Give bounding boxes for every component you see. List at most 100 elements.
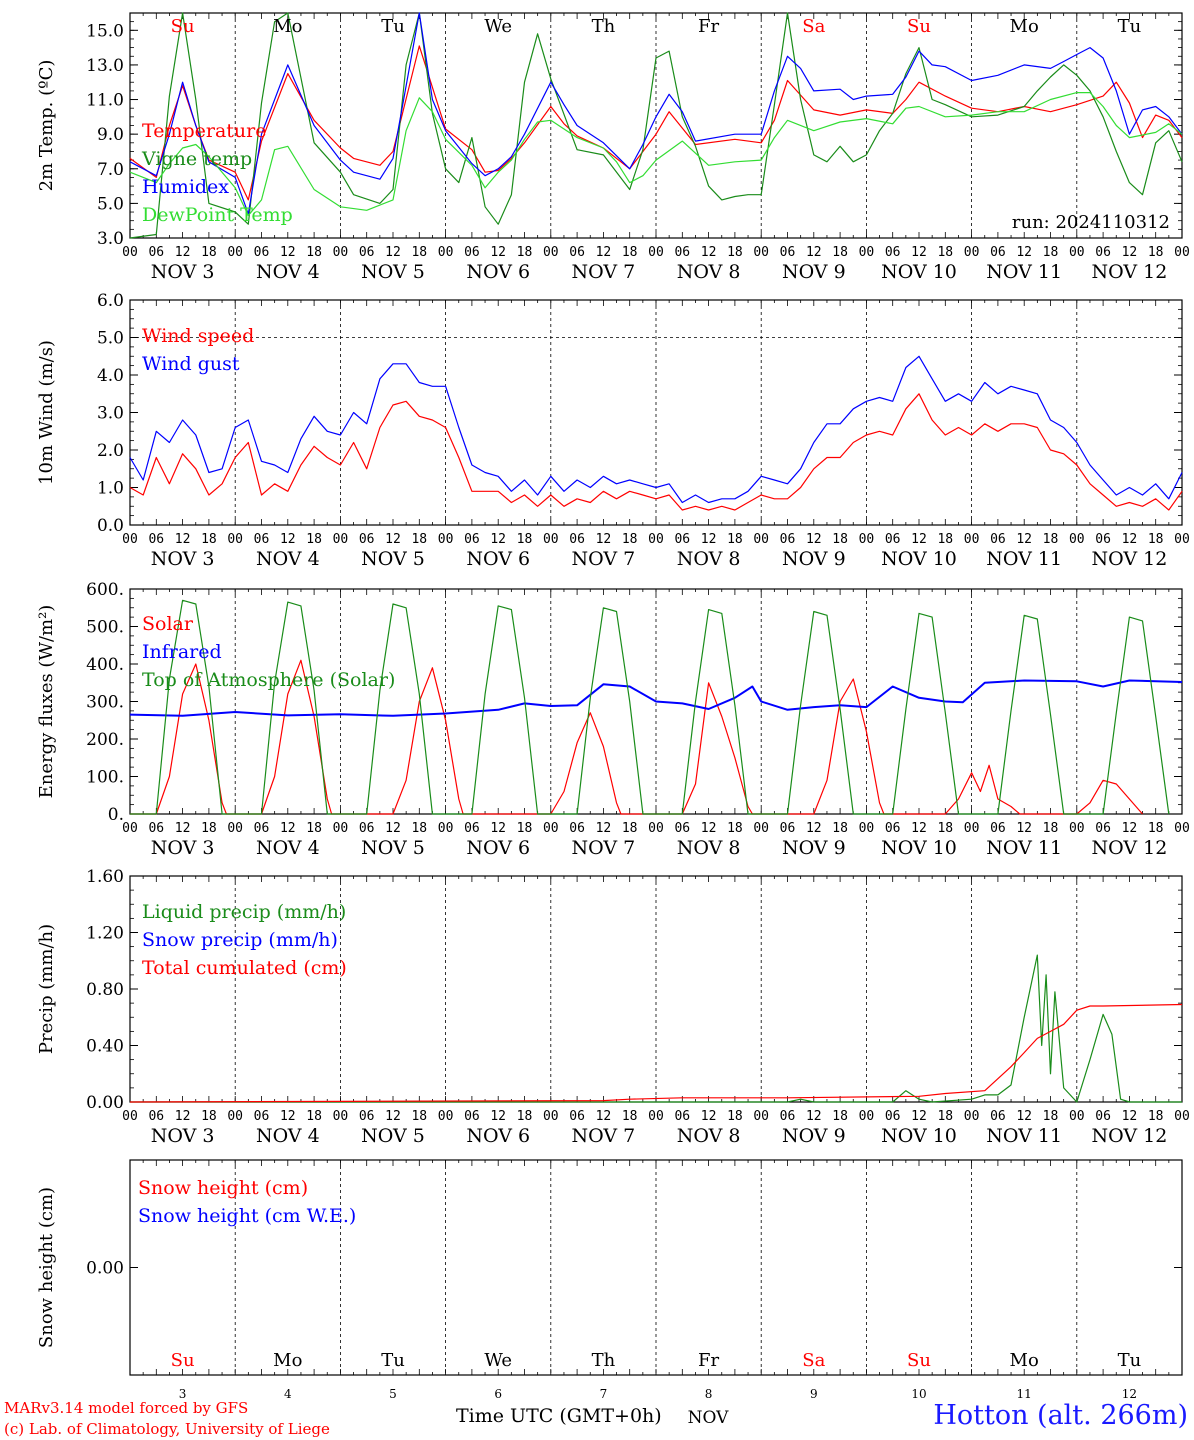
day-of-week-label: Th (592, 16, 616, 37)
hour-tick-label: 06 (990, 245, 1006, 260)
date-label: NOV 11 (986, 1125, 1062, 1147)
y-axis-label: Energy fluxes (W/m²) (36, 605, 57, 799)
date-label: NOV 6 (466, 261, 530, 283)
hour-tick-label: 18 (1148, 821, 1164, 836)
hour-tick-label: 00 (648, 532, 664, 547)
y-tick-label: 0.80 (86, 980, 124, 1000)
hour-tick-label: 12 (385, 1109, 401, 1124)
hour-tick-label: 06 (148, 532, 164, 547)
hour-tick-label: 12 (911, 245, 927, 260)
hour-tick-label: 06 (885, 245, 901, 260)
hour-tick-label: 00 (1174, 1109, 1190, 1124)
hour-tick-label: 06 (359, 245, 375, 260)
y-tick-label: 200. (86, 730, 124, 750)
hour-tick-label: 00 (122, 1109, 138, 1124)
hour-tick-label: 06 (990, 1109, 1006, 1124)
hour-tick-label: 18 (937, 532, 953, 547)
hour-tick-label: 12 (701, 1109, 717, 1124)
series-line (129, 12, 1183, 215)
day-of-week-label: Su (171, 1350, 195, 1371)
y-tick-label: 11.0 (86, 91, 124, 111)
hour-tick-label: 18 (201, 1109, 217, 1124)
hour-tick-label: 06 (148, 821, 164, 836)
hour-tick-label: 06 (254, 1109, 270, 1124)
hour-tick-label: 18 (832, 821, 848, 836)
hour-tick-label: 00 (122, 245, 138, 260)
hour-tick-label: 12 (175, 532, 191, 547)
hour-tick-label: 18 (622, 821, 638, 836)
y-tick-label: 6.0 (97, 291, 124, 311)
date-label: NOV 6 (466, 548, 530, 570)
hour-tick-label: 12 (1122, 245, 1138, 260)
hour-tick-label: 00 (859, 821, 875, 836)
hour-tick-label: 00 (543, 532, 559, 547)
hour-tick-label: 18 (832, 245, 848, 260)
hour-tick-label: 00 (753, 1109, 769, 1124)
date-label: NOV 12 (1091, 261, 1167, 283)
day-of-month-label: 3 (179, 1387, 187, 1401)
y-tick-label: 13.0 (86, 56, 124, 76)
hour-tick-label: 06 (990, 532, 1006, 547)
y-tick-label: 600. (86, 580, 124, 600)
hour-tick-label: 06 (674, 532, 690, 547)
day-of-week-label: Fr (698, 1350, 719, 1371)
y-tick-label: 5.0 (97, 329, 124, 349)
hour-tick-label: 18 (622, 245, 638, 260)
hour-tick-label: 18 (411, 532, 427, 547)
legend-entry: Liquid precip (mm/h) (142, 901, 346, 923)
day-of-month-label: 4 (284, 1387, 292, 1401)
hour-tick-label: 00 (227, 1109, 243, 1124)
hour-tick-label: 06 (464, 821, 480, 836)
hour-tick-label: 00 (438, 821, 454, 836)
day-of-month-label: 9 (810, 1387, 818, 1401)
date-label: NOV 12 (1091, 837, 1167, 859)
date-label: NOV 6 (466, 837, 530, 859)
hour-tick-label: 00 (859, 1109, 875, 1124)
hour-tick-label: 06 (1095, 821, 1111, 836)
day-of-week-label: Tu (1118, 16, 1142, 37)
date-label: NOV 10 (881, 1125, 957, 1147)
date-label: NOV 10 (881, 837, 957, 859)
y-tick-label: 1.60 (86, 867, 124, 887)
hour-tick-label: 00 (227, 532, 243, 547)
hour-tick-label: 00 (1069, 1109, 1085, 1124)
y-tick-label: 0. (108, 805, 124, 825)
hour-tick-label: 00 (964, 1109, 980, 1124)
hour-tick-label: 12 (701, 532, 717, 547)
hour-tick-label: 06 (569, 821, 585, 836)
legend-entry: Snow precip (mm/h) (142, 929, 338, 951)
hour-tick-label: 06 (464, 245, 480, 260)
hour-tick-label: 12 (280, 1109, 296, 1124)
hour-tick-label: 06 (780, 532, 796, 547)
hour-tick-label: 00 (1174, 245, 1190, 260)
series-line (129, 12, 1183, 239)
hour-tick-label: 06 (569, 532, 585, 547)
hour-tick-label: 00 (438, 245, 454, 260)
legend-entry: Vigne temp (141, 148, 252, 170)
y-tick-label: 3.0 (97, 404, 124, 424)
date-label: NOV 3 (151, 1125, 215, 1147)
hour-tick-label: 00 (648, 821, 664, 836)
hour-tick-label: 18 (1148, 245, 1164, 260)
y-tick-label: 100. (86, 768, 124, 788)
hour-tick-label: 06 (674, 821, 690, 836)
hour-tick-label: 06 (1095, 1109, 1111, 1124)
lab-credit: (c) Lab. of Climatology, University of L… (4, 1420, 330, 1438)
hour-tick-label: 12 (490, 821, 506, 836)
date-label: NOV 5 (361, 837, 425, 859)
hour-tick-label: 12 (1016, 532, 1032, 547)
hour-tick-label: 12 (806, 1109, 822, 1124)
hour-tick-label: 18 (517, 245, 533, 260)
hour-tick-label: 18 (727, 532, 743, 547)
series-line (129, 92, 1183, 217)
hour-tick-label: 06 (885, 532, 901, 547)
hour-tick-label: 00 (1069, 245, 1085, 260)
legend-entry: Wind gust (142, 353, 240, 375)
hour-tick-label: 18 (411, 821, 427, 836)
date-label: NOV 12 (1091, 1125, 1167, 1147)
legend-entry: Temperature (142, 120, 266, 142)
hour-tick-label: 12 (280, 821, 296, 836)
hour-tick-label: 12 (911, 821, 927, 836)
date-label: NOV 10 (881, 261, 957, 283)
y-tick-label: 2.0 (97, 441, 124, 461)
